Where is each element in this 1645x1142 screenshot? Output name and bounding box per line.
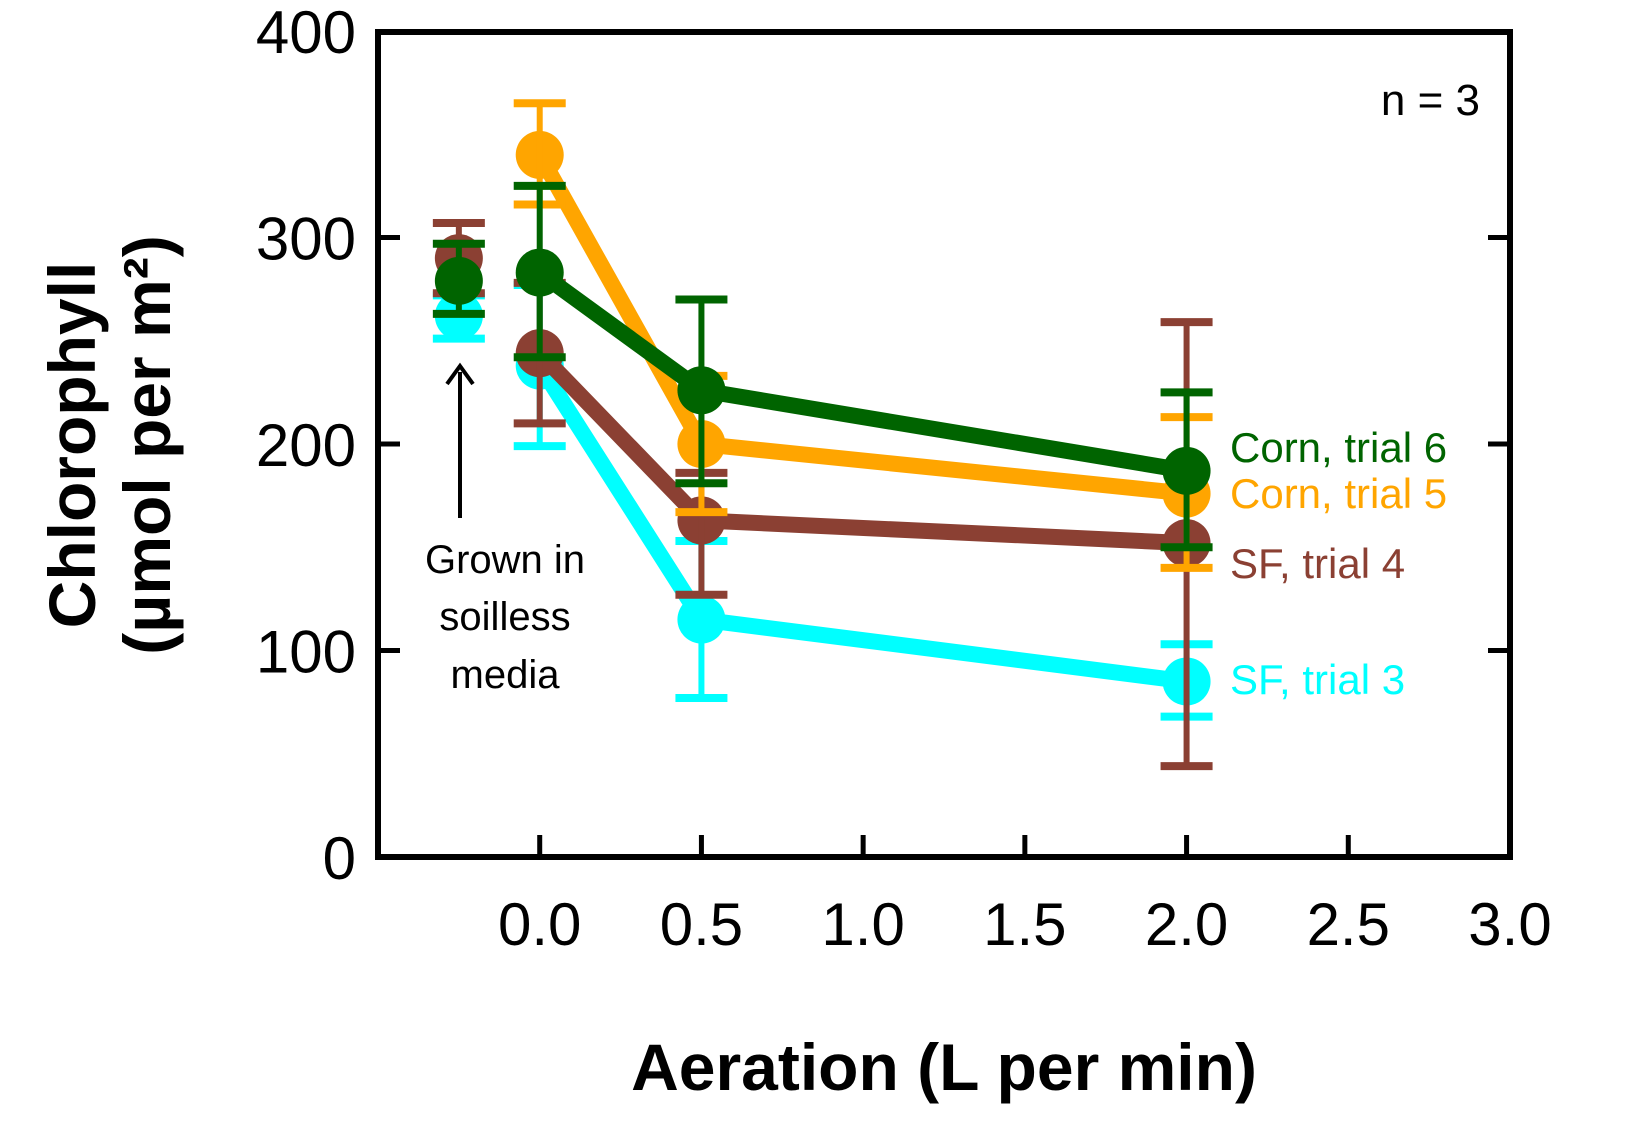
series-line	[535, 266, 1188, 479]
soilless-annotation: Grown in soilless media	[425, 362, 585, 697]
y-tick-label: 200	[256, 412, 356, 479]
x-axis-label: Aeration (L per min)	[631, 1030, 1257, 1104]
x-tick-label: 2.5	[1307, 891, 1390, 958]
soilless-label-1: Grown in	[425, 538, 585, 582]
x-tick-label: 0.0	[498, 891, 581, 958]
legend: SF, trial 3 SF, trial 4 Corn, trial 5Corn,…	[1230, 424, 1447, 703]
y-tick-label: 400	[256, 0, 356, 66]
n-annotation: n = 3	[1381, 76, 1480, 125]
chart-marks	[432, 99, 1213, 771]
y-tick-label: 0	[323, 825, 356, 892]
soilless-label-3: media	[451, 653, 561, 697]
y-tick-label: 100	[256, 619, 356, 686]
x-tick-label: 3.0	[1468, 891, 1551, 958]
y-axis-label-line1: Chlorophyll	[35, 262, 109, 629]
legend-label: Corn, trial 6	[1230, 424, 1447, 471]
arrow-head-icon	[445, 362, 475, 386]
legend-label: SF, trial 3	[1230, 656, 1405, 703]
y-axis-label-line2: (µmol per m²)	[110, 235, 184, 654]
x-tick-label: 1.5	[983, 891, 1066, 958]
y-tick-label: 300	[256, 206, 356, 273]
x-tick-label: 2.0	[1145, 891, 1228, 958]
axis-ticks: 0 100 200 300 400 0.0 0.5 1.0 1.5 2.0 2.5 3.0	[256, 0, 1552, 958]
x-tick-label: 1.0	[821, 891, 904, 958]
series-corn-trial-6	[432, 181, 1213, 552]
x-tick-label: 0.5	[660, 891, 743, 958]
legend-label: Corn, trial 5	[1230, 470, 1447, 517]
legend-label: SF, trial 4	[1230, 540, 1405, 587]
soilless-label-2: soilless	[439, 595, 570, 639]
